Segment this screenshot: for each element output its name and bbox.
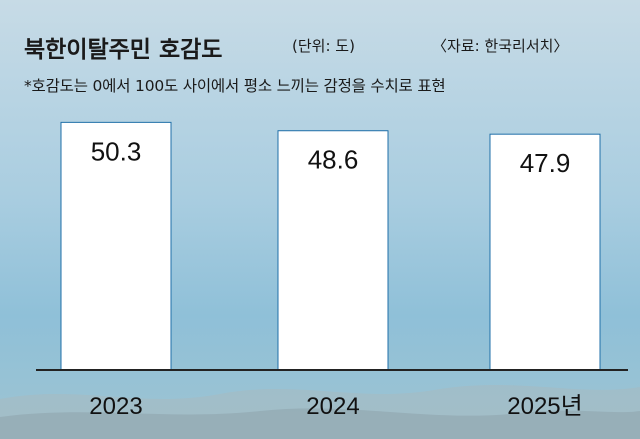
value-label: 47.9 <box>520 148 571 178</box>
value-label: 48.6 <box>308 145 359 175</box>
chart-title: 북한이탈주민 호감도 <box>24 37 223 63</box>
mountain-background <box>0 385 640 439</box>
source-label: 〈자료: 한국리서치〉 <box>432 37 569 55</box>
value-label: 50.3 <box>91 136 142 166</box>
x-tick-label: 2024 <box>306 393 359 420</box>
footnote: *호감도는 0에서 100도 사이에서 평소 느끼는 감정을 수치로 표현 <box>24 77 446 95</box>
bar-2023 <box>60 121 172 371</box>
bar-2024 <box>277 130 389 371</box>
bar-2025년 <box>489 133 601 371</box>
unit-label: (단위: 도) <box>292 37 355 55</box>
x-tick-label: 2025년 <box>507 393 582 420</box>
x-tick-label: 2023 <box>89 393 142 420</box>
